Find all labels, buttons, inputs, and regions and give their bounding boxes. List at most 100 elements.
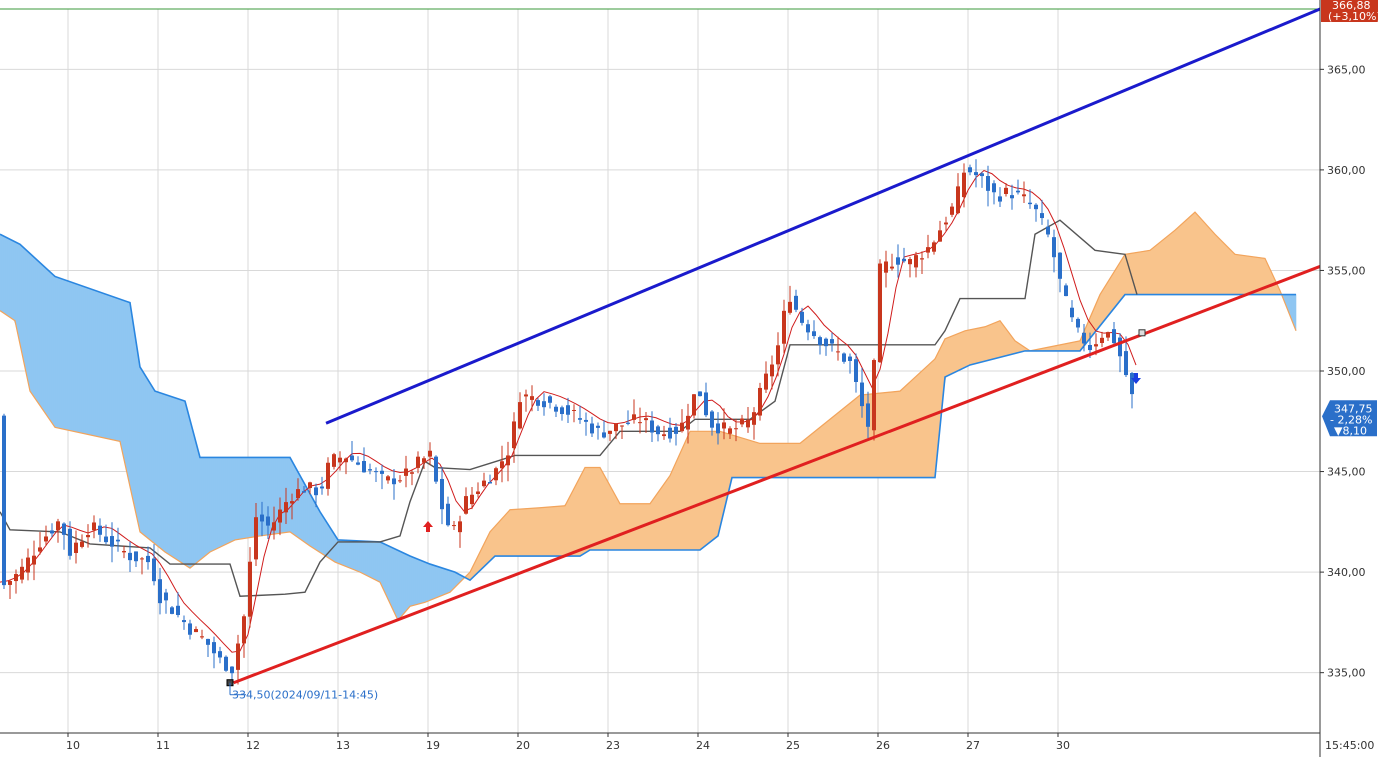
low-annotation: 334,50(2024/09/11-14:45) [232, 689, 378, 702]
candle-body [362, 461, 366, 473]
candle-body [1076, 318, 1080, 328]
candle-body [398, 480, 402, 482]
candle-body [956, 186, 960, 214]
candle-body [116, 539, 120, 542]
candle-body [830, 339, 834, 344]
candle-body [92, 522, 96, 531]
x-tick-label: 10 [66, 739, 80, 752]
candle-body [254, 517, 258, 560]
candle-body [422, 458, 426, 463]
candle-body [896, 257, 900, 265]
candle-body [998, 196, 1002, 202]
candle-body [818, 337, 822, 346]
candle-body [260, 514, 264, 522]
y-tick-label: 360,00 [1327, 164, 1366, 177]
candle-body [80, 541, 84, 547]
senkou-span-b-line [0, 233, 1296, 582]
ichimoku-cloud [0, 211, 1297, 622]
candle-body [1022, 194, 1026, 197]
candle-body [416, 456, 420, 468]
candle-body [8, 580, 12, 585]
candle-body [686, 415, 690, 430]
candle-body [548, 396, 552, 403]
candle-body [56, 521, 60, 531]
candle-body [452, 525, 456, 527]
candle-body [290, 501, 294, 504]
candle-body [872, 360, 876, 431]
candle-body [902, 258, 906, 262]
candlestick-series [2, 159, 1134, 685]
candle-body [1100, 337, 1104, 343]
candle-body [650, 420, 654, 433]
candle-body [572, 409, 576, 411]
candle-body [1094, 344, 1098, 347]
candle-body [1034, 204, 1038, 210]
candle-body [200, 636, 204, 638]
candle-body [338, 457, 342, 463]
candle-body [836, 351, 840, 353]
candle-body [992, 183, 996, 193]
candle-body [512, 421, 516, 449]
candle-body [806, 324, 810, 333]
candle-body [704, 392, 708, 416]
candle-body [1112, 329, 1116, 344]
candle-body [386, 476, 390, 481]
top-tag-value: 366,88 [1332, 0, 1371, 12]
candle-body [776, 345, 780, 365]
candle-body [380, 470, 384, 474]
y-tick-label: 355,00 [1327, 264, 1366, 277]
candle-body [1082, 332, 1086, 344]
candle-body [986, 176, 990, 191]
candle-body [488, 482, 492, 484]
candle-body [218, 651, 222, 658]
candle-body [590, 423, 594, 434]
grid [0, 8, 1320, 733]
candle-body [656, 426, 660, 435]
candle-body [38, 547, 42, 552]
candle-body [68, 528, 72, 556]
y-tick-label: 340,00 [1327, 566, 1366, 579]
candle-body [950, 206, 954, 215]
current-price-tag [1322, 400, 1377, 437]
candle-body [620, 425, 624, 427]
candle-body [752, 412, 756, 425]
candle-body [614, 423, 618, 432]
candle-body [578, 418, 582, 420]
candle-body [2, 415, 6, 586]
candle-body [884, 261, 888, 273]
candle-body [626, 422, 630, 424]
candle-body [746, 419, 750, 428]
candle-body [944, 222, 948, 225]
candle-body [506, 455, 510, 466]
candle-body [764, 373, 768, 390]
candle-body [566, 405, 570, 415]
candle-body [1010, 195, 1014, 199]
candle-body [980, 173, 984, 177]
candle-body [782, 310, 786, 344]
candle-body [878, 263, 882, 363]
candle-body [1052, 237, 1056, 258]
candle-body [788, 301, 792, 313]
candle-body [722, 422, 726, 429]
candle-body [1058, 252, 1062, 279]
candle-body [734, 428, 738, 430]
candle-body [1064, 285, 1068, 297]
candle-body [164, 592, 168, 601]
candle-body [440, 478, 444, 510]
candle-body [866, 403, 870, 427]
candle-body [908, 259, 912, 265]
candle-body [1124, 351, 1128, 376]
candle-body [86, 535, 90, 538]
candle-body [104, 536, 108, 543]
candle-body [344, 458, 348, 463]
candle-body [134, 551, 138, 562]
candle-body [170, 607, 174, 614]
candle-body [1106, 332, 1110, 338]
candle-body [524, 394, 528, 397]
candle-body [1088, 344, 1092, 351]
candle-body [518, 402, 522, 429]
candle-body [428, 450, 432, 457]
candle-body [446, 503, 450, 526]
current-change-abs: ▼8,10 [1334, 424, 1367, 437]
candle-body [560, 407, 564, 415]
